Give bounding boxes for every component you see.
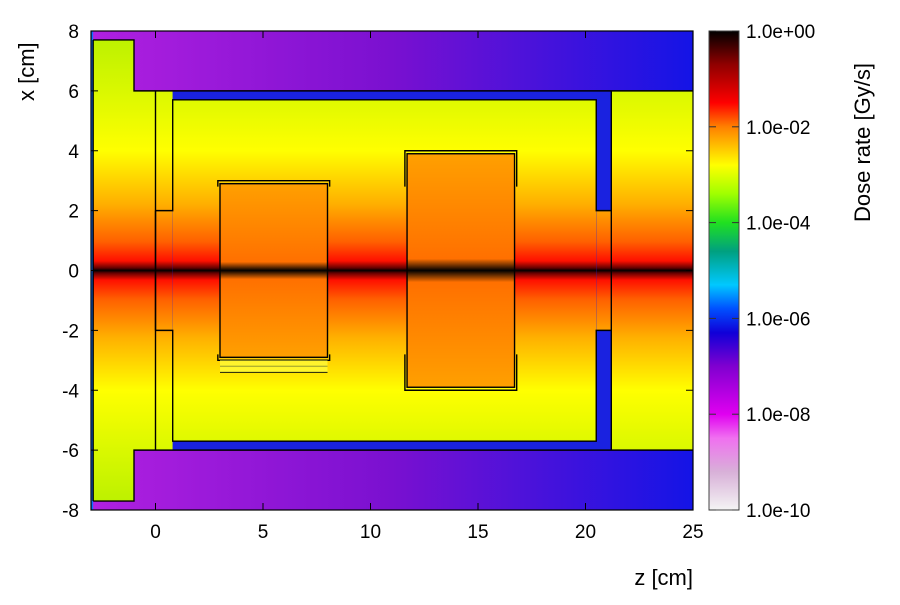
colorbar-label: Dose rate [Gy/s]: [850, 63, 875, 222]
y-tick-label: 4: [68, 142, 79, 163]
block2-cap-line: [404, 150, 518, 187]
block1-layer: [220, 360, 328, 373]
x-tick-label: 0: [150, 522, 161, 543]
x-tick-label: 15: [467, 522, 488, 543]
block-1-outline: [219, 182, 329, 359]
colorbar-tick-label: 1.0e+00: [746, 22, 815, 43]
colorbar-tick-label: 1.0e-02: [746, 118, 810, 139]
y-axis-label: x [cm]: [14, 42, 39, 101]
plot-area: [91, 31, 693, 510]
outer-boundary-line: [93, 39, 693, 92]
x-tick-label: 20: [575, 522, 596, 543]
outer-boundary-line: [93, 449, 693, 502]
colorbar: [708, 30, 740, 511]
block-2-outline: [406, 153, 516, 388]
y-tick-label: 6: [68, 82, 79, 103]
y-tick-label: -6: [62, 441, 79, 462]
y-tick-label: -2: [62, 321, 79, 342]
wall-aperture: [155, 210, 173, 331]
x-axis-label: z [cm]: [634, 565, 693, 590]
block1-cap-line: [217, 179, 331, 187]
colorbar-ticks: 1.0e-10 1.0e-08 1.0e-06 1.0e-04 1.0e-02 1.0e+…: [709, 22, 815, 522]
x-tick-label: 25: [682, 522, 703, 543]
left-block: [93, 39, 134, 502]
colorbar-tick-label: 1.0e-10: [746, 501, 810, 522]
y-tick-label: 2: [68, 202, 79, 223]
block2-cap-line: [404, 354, 518, 391]
x-tick-label: 5: [258, 522, 269, 543]
x-tick-label: 10: [360, 522, 381, 543]
axes: 0 5 10 15 20 25 -8 -6 -4 -2 0 2 4 6 8: [62, 22, 703, 543]
y-tick-label: 0: [68, 262, 79, 283]
y-tick-label: -8: [62, 501, 79, 522]
wall-aperture: [596, 210, 612, 331]
block-1: [220, 183, 328, 358]
colorbar-tick-label: 1.0e-06: [746, 309, 810, 330]
rear-section: [611, 90, 693, 451]
colorbar-tick-label: 1.0e-04: [746, 214, 811, 235]
block-2: [407, 153, 515, 388]
y-tick-label: -4: [62, 381, 79, 402]
colorbar-tick-label: 1.0e-08: [746, 405, 810, 426]
y-tick-label: 8: [68, 22, 79, 43]
